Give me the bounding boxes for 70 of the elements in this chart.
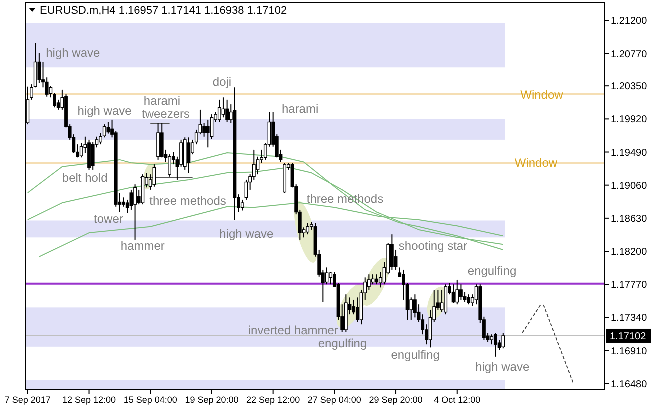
candlestick [329, 272, 333, 286]
annotation: high wave [78, 104, 132, 118]
annotation: belt hold [62, 171, 108, 186]
annotation: engulfing [391, 348, 440, 362]
ref-line-label: 1.17102 [610, 331, 647, 342]
annotation: harami [282, 102, 319, 116]
x-tick-label: 4 Oct 12:00 [434, 395, 481, 405]
annotation: shooting star [398, 239, 468, 254]
candlestick [218, 99, 222, 123]
candlestick [222, 97, 226, 118]
candlestick [256, 156, 260, 176]
annotation: tweezers [142, 107, 190, 122]
y-tick-label: 1.17340 [611, 313, 648, 324]
candlestick [106, 122, 110, 134]
candlestick [226, 99, 229, 123]
chart-title: EURUSD.m,H4 1.16957 1.17141 1.16938 1.17102 [40, 5, 288, 17]
y-tick-label: 1.17770 [611, 280, 648, 292]
y-tick-label: 1.18630 [611, 214, 648, 225]
candlestick [494, 332, 498, 358]
y-tick-label: 1.20770 [611, 49, 648, 60]
candlestick [134, 184, 137, 240]
y-tick-label: 1.18200 [611, 247, 648, 258]
candlestick [130, 189, 134, 210]
candlestick [168, 154, 172, 178]
x-tick-label: 15 Sep 04:00 [124, 395, 178, 405]
candlestick [414, 294, 417, 318]
y-tick-label: 1.19920 [611, 114, 648, 126]
candlestick [463, 292, 467, 303]
candlestick [390, 234, 394, 270]
candlestick [456, 279, 460, 306]
ref-line-label: Window [520, 88, 564, 102]
ref-line-label: Window [514, 156, 558, 170]
y-tick-label: 1.19490 [611, 148, 648, 159]
candlestick [306, 222, 310, 236]
y-tick-label: 1.21200 [611, 16, 648, 28]
candlestick [440, 289, 444, 313]
candlestick [160, 122, 164, 158]
annotation: high wave [476, 360, 530, 374]
candlestick [375, 274, 379, 286]
annotation: harami [144, 94, 181, 108]
x-tick-label: 19 Sep 20:00 [185, 395, 239, 405]
annotation: inverted hammer [248, 323, 338, 338]
annotation: engulfing [318, 336, 368, 350]
candlestick [460, 284, 463, 300]
candlestick [502, 332, 506, 350]
candlestick [38, 52, 42, 84]
candlestick [467, 294, 471, 306]
annotation: high wave [46, 46, 100, 60]
candlestick [240, 199, 244, 212]
x-tick-label: 7 Sep 2017 [4, 395, 51, 405]
candlestick [202, 122, 206, 138]
y-tick-label: 1.19060 [611, 180, 648, 192]
annotation: tower [94, 212, 124, 226]
y-tick-label: 1.20350 [611, 82, 648, 93]
candlestick [187, 137, 191, 174]
x-tick-label: 29 Sep 20:00 [369, 395, 423, 405]
x-tick-label: 22 Sep 12:00 [246, 395, 300, 405]
y-tick-label: 1.16480 [611, 379, 648, 390]
candlestick [156, 122, 160, 160]
annotation: engulfing [468, 264, 517, 278]
annotation: hammer [120, 239, 165, 254]
y-tick-label: 1.16910 [611, 346, 648, 358]
candlestick [206, 119, 210, 148]
annotation: doji [212, 75, 232, 90]
candlestick [490, 334, 494, 346]
x-tick-label: 27 Sep 04:00 [308, 395, 362, 405]
annotation: three methods [150, 194, 226, 208]
candlestick [325, 267, 329, 286]
x-tick-label: 12 Sep 12:00 [62, 395, 116, 405]
annotation: high wave [220, 227, 274, 242]
